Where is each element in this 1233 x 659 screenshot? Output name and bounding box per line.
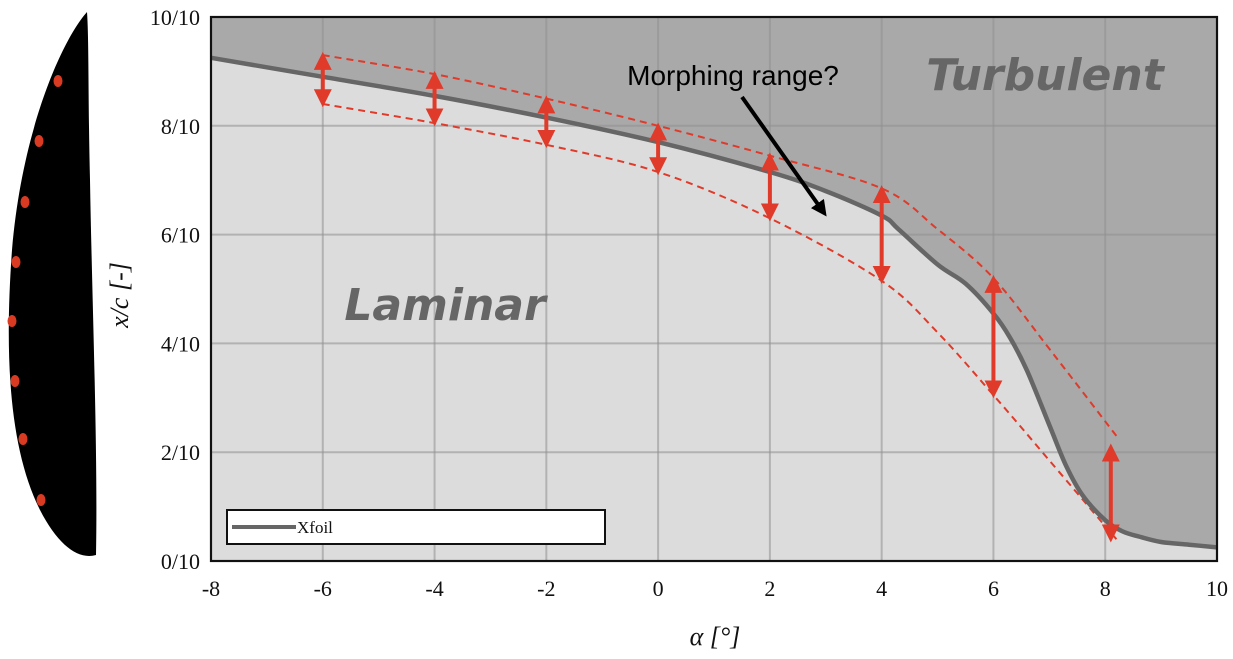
morphing-lower-bound — [322, 103, 1118, 540]
sensor-dots — [7, 75, 63, 506]
y-tick-labels: 0/10 2/10 4/10 6/10 8/10 10/10 — [150, 5, 200, 574]
sensor-dot — [53, 75, 63, 87]
x-tick-label: 6 — [988, 576, 999, 601]
legend-label-xfoil: Xfoil — [297, 518, 333, 537]
x-tick-label: 4 — [876, 576, 887, 601]
sensor-dot — [34, 135, 44, 147]
y-tick-label: 2/10 — [161, 440, 200, 465]
y-tick-label: 10/10 — [150, 5, 200, 30]
legend: Xfoil — [226, 509, 606, 545]
x-tick-label: 2 — [764, 576, 775, 601]
sensor-dot — [36, 494, 46, 506]
sensor-dot — [20, 196, 30, 208]
sensor-dot — [10, 375, 20, 387]
morphing-arrows — [313, 51, 1120, 543]
sensor-dot — [11, 256, 21, 268]
laminar-label: Laminar — [344, 280, 548, 331]
y-axis-label: x/c [-] — [105, 262, 134, 329]
x-tick-label: 8 — [1100, 576, 1111, 601]
y-tick-label: 6/10 — [161, 223, 200, 248]
x-tick-label: 0 — [653, 576, 664, 601]
y-tick-label: 4/10 — [161, 331, 200, 356]
x-tick-label: 10 — [1206, 576, 1228, 601]
x-tick-label: -6 — [314, 576, 332, 601]
turbulent-label: Turbulent — [926, 50, 1165, 101]
x-tick-label: -4 — [425, 576, 443, 601]
morphing-annotation: Morphing range? — [627, 60, 839, 91]
airfoil-shape — [8, 12, 97, 556]
annotation-arrow — [740, 95, 827, 217]
x-tick-label: -2 — [537, 576, 555, 601]
sensor-dot — [7, 315, 17, 327]
x-tick-labels: -8 -6 -4 -2 0 2 4 6 8 10 — [202, 576, 1228, 601]
plot-frame — [209, 15, 1219, 563]
y-tick-label: 8/10 — [161, 114, 200, 139]
plot-area — [209, 15, 1219, 563]
morphing-upper-bound — [322, 54, 1118, 437]
y-tick-label: 0/10 — [161, 549, 200, 574]
x-tick-label: -8 — [202, 576, 220, 601]
x-axis-label: α [°] — [690, 622, 741, 651]
turbulent-region — [211, 17, 1217, 548]
sensor-dot — [18, 433, 28, 445]
morphing-band — [322, 54, 1118, 540]
airfoil-with-sensors-icon — [7, 12, 97, 556]
laminar-region — [211, 57, 1217, 562]
